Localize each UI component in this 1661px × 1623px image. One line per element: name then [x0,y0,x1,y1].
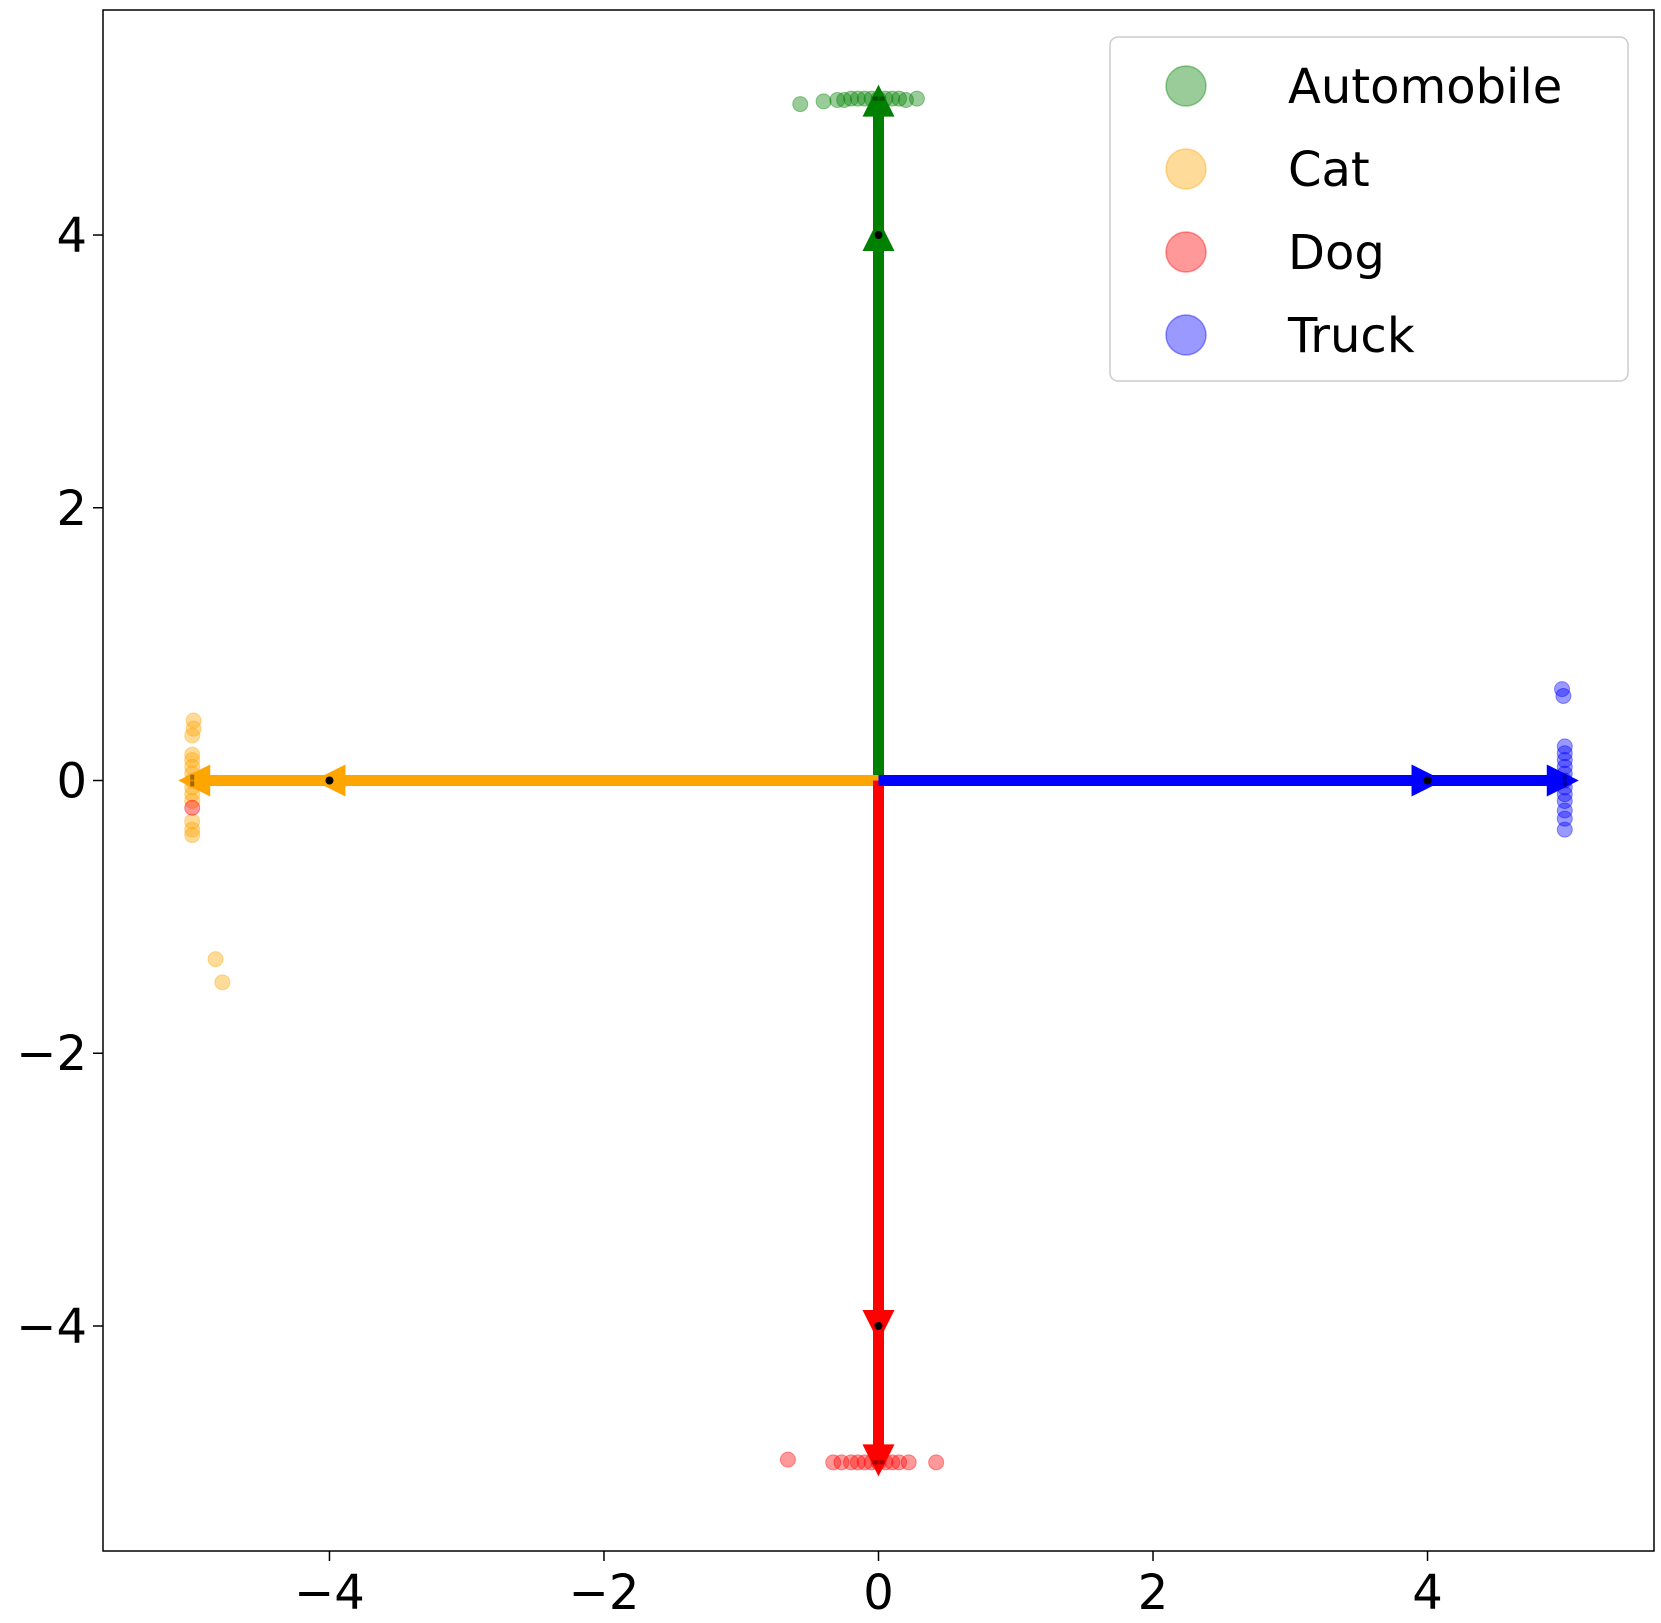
point-automobile [829,92,846,109]
arrow-automobile [862,84,895,781]
mid-marker-dog [874,1321,883,1330]
point-truck [1556,802,1573,819]
point-truck [1556,810,1573,827]
point-truck [1556,765,1573,782]
series-truck [1554,681,1573,838]
x-axis: −4 −2 0 2 4 [294,1551,1443,1621]
legend-label-truck: Truck [1287,308,1415,364]
legend-marker-dog [1165,231,1207,273]
point-automobile [897,92,914,109]
point-automobile [870,90,887,107]
legend-entry-cat: Cat [1165,142,1370,198]
arrows-layer [178,84,1579,1477]
point-automobile [863,90,880,107]
y-axis: −4 −2 0 2 4 [16,208,103,1355]
point-cat [184,727,201,744]
point-dog [856,1454,873,1471]
legend-entry-truck: Truck [1165,308,1415,364]
point-cat [184,827,201,844]
points-layer [184,90,1573,1471]
point-dog [843,1454,860,1471]
legend-box [1109,36,1629,382]
y-tick-label: −2 [16,1026,87,1082]
point-dog [900,1454,917,1471]
x-tick-label: 0 [863,1565,894,1621]
mid-marker-cat [325,776,334,785]
legend-label-automobile: Automobile [1288,59,1562,115]
legend-marker-automobile [1165,65,1207,107]
point-dog [870,1454,887,1471]
point-dog [928,1454,945,1471]
point-dog [884,1454,901,1471]
point-automobile [884,90,901,107]
point-cat [184,752,201,769]
point-cat [184,779,201,796]
point-automobile [908,90,925,107]
point-automobile [792,96,809,113]
point-cat [184,758,201,775]
legend-label-cat: Cat [1288,142,1370,198]
point-dog [891,1454,908,1471]
legend: Automobile Cat Dog Truck [1109,36,1629,382]
y-tick-label: −4 [16,1299,87,1355]
point-cat [184,765,201,782]
point-dog [877,1454,894,1471]
point-truck [1556,821,1573,838]
point-dog [779,1451,796,1468]
x-tick-label: 2 [1138,1565,1169,1621]
y-tick-label: 4 [56,208,87,264]
point-dog [863,1454,880,1471]
point-cat [184,821,201,838]
point-cat [185,712,202,729]
point-truck [1555,687,1572,704]
arrow-truck [878,764,1579,797]
legend-marker-truck [1165,314,1207,356]
point-dog [833,1454,850,1471]
point-cat [184,772,201,789]
point-truck [1556,752,1573,769]
point-automobile [856,90,873,107]
legend-entry-automobile: Automobile [1165,59,1562,115]
arrow-cat [178,764,879,797]
series-cat [184,712,231,991]
point-cat [184,746,201,763]
point-truck [1556,745,1573,762]
point-cat [184,786,201,803]
y-tick-label: 0 [56,754,87,810]
mid-marker-automobile [874,231,883,240]
legend-entry-dog: Dog [1165,225,1385,281]
point-automobile [877,90,894,107]
point-automobile [815,93,832,110]
y-tick-label: 2 [56,481,87,537]
legend-label-dog: Dog [1288,225,1385,281]
x-tick-label: −2 [569,1565,640,1621]
point-automobile [843,90,860,107]
point-automobile [849,90,866,107]
point-cat [184,792,201,809]
x-tick-label: −4 [294,1565,365,1621]
point-truck [1556,792,1573,809]
point-cat [207,951,224,968]
series-dog [184,799,945,1471]
x-tick-label: 4 [1412,1565,1443,1621]
point-dog [825,1454,842,1471]
series-automobile [792,90,925,113]
point-cat [184,813,201,830]
point-truck [1556,738,1573,755]
point-dog [184,799,201,816]
point-truck [1556,786,1573,803]
point-cat [185,720,202,737]
point-cat [214,974,231,991]
legend-marker-cat [1165,148,1207,190]
arrow-dog [862,780,895,1477]
point-dog [849,1454,866,1471]
point-automobile [891,90,908,107]
point-truck [1556,758,1573,775]
point-truck [1554,681,1571,698]
mid-marker-truck [1423,776,1432,785]
point-truck [1556,772,1573,789]
point-automobile [836,92,853,109]
point-truck [1556,779,1573,796]
